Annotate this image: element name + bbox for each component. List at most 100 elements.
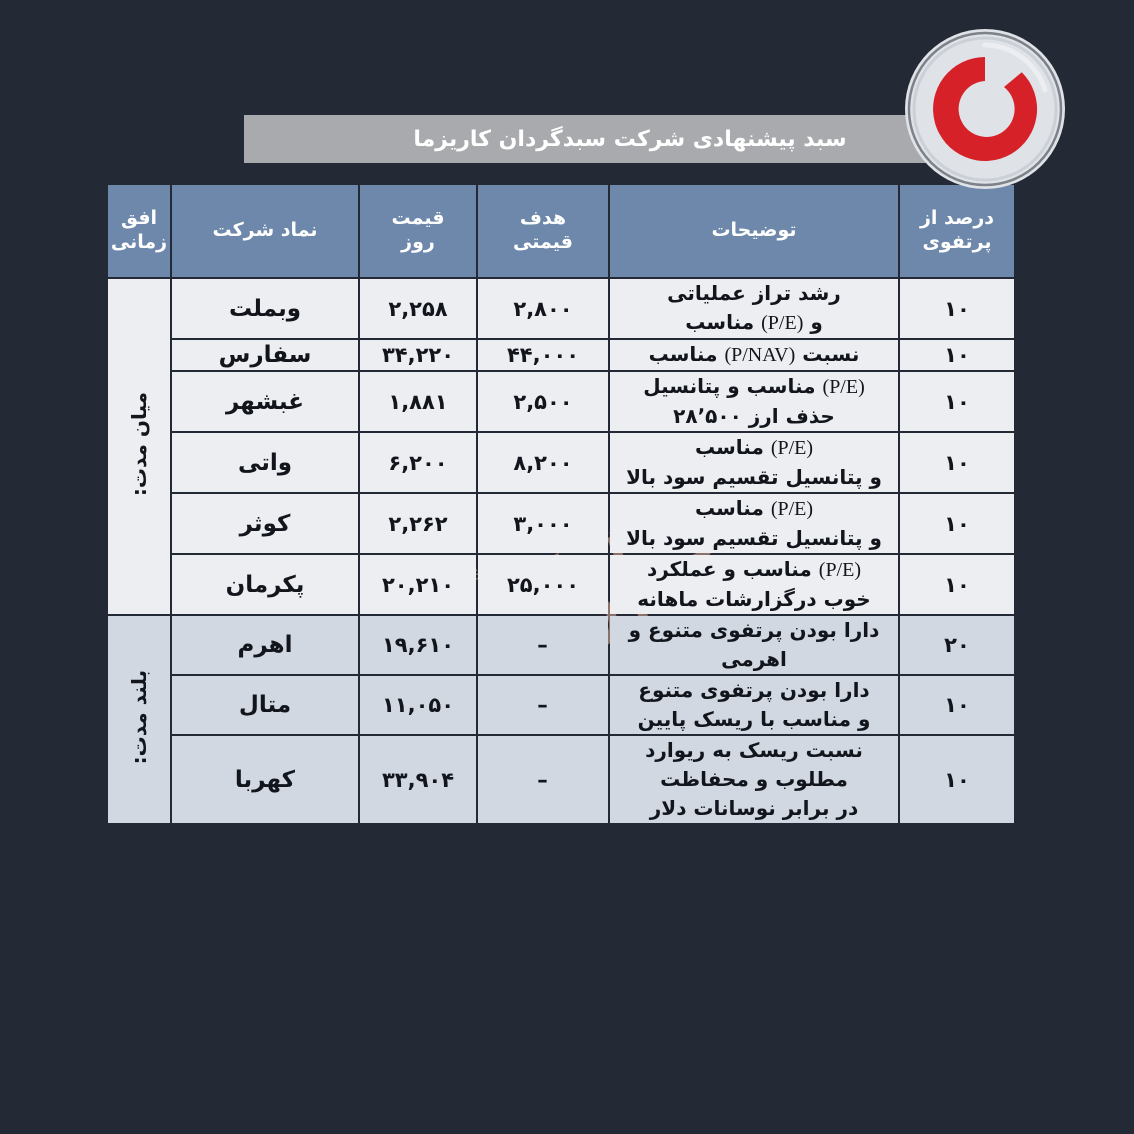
desc-line-1: دارا بودن پرتفوی متنوع bbox=[638, 678, 870, 702]
cell-percent: ۱۰ bbox=[900, 372, 1014, 431]
cell-day-price: ۲,۲۶۲ bbox=[360, 494, 476, 553]
col-header-horizon: افق زمانی bbox=[108, 185, 170, 277]
desc-line-2: (P/E) مناسب و پتانسیل bbox=[610, 372, 898, 402]
desc-line-2: (P/E) مناسب bbox=[610, 433, 898, 463]
cell-target-price: ۴۴,۰۰۰ bbox=[478, 340, 608, 370]
cell-day-price: ۶,۲۰۰ bbox=[360, 433, 476, 492]
table-row[interactable]: ۱۰ (P/E) مناسب و عملکرد خوب درگزارشات ما… bbox=[108, 555, 1014, 614]
col-header-target-l2: قیمتی bbox=[513, 231, 573, 253]
desc-post: مناسب bbox=[648, 342, 718, 366]
cell-day-price: ۲۰,۲۱۰ bbox=[360, 555, 476, 614]
cell-target-price: – bbox=[478, 616, 608, 674]
report-title-bar: سبد پیشنهادی شرکت سبدگردان کاریزما bbox=[244, 115, 1016, 163]
col-header-day-price: قیمت روز bbox=[360, 185, 476, 277]
desc-line-2: و (P/E) مناسب bbox=[610, 308, 898, 338]
cell-symbol: وبملت bbox=[172, 279, 358, 338]
desc-ratio-token: (P/E) bbox=[818, 559, 862, 581]
desc-post: مناسب bbox=[685, 310, 755, 334]
desc-line-3: و مناسب با ریسک پایین bbox=[637, 707, 871, 731]
desc-pre: و bbox=[810, 310, 823, 334]
desc-line-3: اهرمی bbox=[721, 647, 787, 671]
horizon-label-mid: میان مدت: bbox=[127, 392, 151, 497]
col-header-horizon-l1: افق bbox=[120, 207, 158, 230]
table-body: ۱۰ رشد تراز عملیاتی و (P/E) مناسب ۲,۸۰۰ … bbox=[108, 279, 1014, 823]
cell-target-price: ۲۵,۰۰۰ bbox=[478, 555, 608, 614]
cell-symbol: غبشهر bbox=[172, 372, 358, 431]
col-header-description: توضیحات bbox=[610, 185, 898, 277]
desc-line-3: و پتانسیل تقسیم سود بالا bbox=[626, 526, 882, 550]
cell-day-price: ۱,۸۸۱ bbox=[360, 372, 476, 431]
portfolio-table: درصد از پرتفوی توضیحات هدف قیمتی قیمت رو… bbox=[106, 183, 1016, 825]
cell-description: (P/E) مناسب و پتانسیل حذف ارز ۲۸٬۵۰۰ bbox=[610, 372, 898, 431]
logo-brush-arc bbox=[982, 42, 1048, 93]
cell-description: (P/E) مناسب و پتانسیل تقسیم سود بالا bbox=[610, 433, 898, 492]
cell-symbol: کوثر bbox=[172, 494, 358, 553]
cell-symbol: اهرم bbox=[172, 616, 358, 674]
desc-ratio-token: (P/NAV) bbox=[724, 344, 796, 366]
col-header-percent: درصد از پرتفوی bbox=[900, 185, 1014, 277]
col-header-day-l2: روز bbox=[401, 231, 435, 253]
cell-symbol: پکرمان bbox=[172, 555, 358, 614]
desc-line-2: نسبت (P/NAV) مناسب bbox=[610, 340, 898, 370]
table-row[interactable]: ۱۰ نسبت (P/NAV) مناسب ۴۴,۰۰۰ ۳۴,۲۲۰ سفار… bbox=[108, 340, 1014, 370]
desc-line-3: مطلوب و محفاظت bbox=[660, 767, 848, 791]
desc-line-1: نسبت ریسک به ریوارد bbox=[645, 738, 863, 762]
table-row[interactable]: ۱۰ رشد تراز عملیاتی و (P/E) مناسب ۲,۸۰۰ … bbox=[108, 279, 1014, 614]
portfolio-table-wrap: درصد از پرتفوی توضیحات هدف قیمتی قیمت رو… bbox=[108, 183, 1016, 825]
cell-description: (P/E) مناسب و پتانسیل تقسیم سود بالا bbox=[610, 494, 898, 553]
cell-target-price: – bbox=[478, 676, 608, 734]
cell-description: نسبت ریسک به ریوارد مطلوب و محفاظت در بر… bbox=[610, 736, 898, 823]
desc-line-2: (P/E) مناسب و عملکرد bbox=[610, 555, 898, 585]
col-header-horizon-l2: زمانی bbox=[110, 231, 168, 253]
col-header-target-l1: هدف bbox=[519, 207, 567, 230]
header-row: درصد از پرتفوی توضیحات هدف قیمتی قیمت رو… bbox=[108, 185, 1014, 277]
cell-percent: ۲۰ bbox=[900, 616, 1014, 674]
col-header-percent-l2: پرتفوی bbox=[922, 231, 992, 253]
cell-percent: ۱۰ bbox=[900, 279, 1014, 338]
cell-description: (P/E) مناسب و عملکرد خوب درگزارشات ماهان… bbox=[610, 555, 898, 614]
cell-horizon-long: بلند مدت: bbox=[108, 616, 170, 823]
cell-target-price: – bbox=[478, 736, 608, 823]
cell-target-price: ۲,۸۰۰ bbox=[478, 279, 608, 338]
table-row[interactable]: ۱۰ نسبت ریسک به ریوارد مطلوب و محفاظت در… bbox=[108, 736, 1014, 823]
desc-ratio-token: (P/E) bbox=[770, 437, 814, 459]
desc-line-3: و پتانسیل تقسیم سود بالا bbox=[626, 465, 882, 489]
cell-percent: ۱۰ bbox=[900, 736, 1014, 823]
table-row[interactable]: ۱۰ (P/E) مناسب و پتانسیل تقسیم سود بالا … bbox=[108, 433, 1014, 492]
cell-symbol: واتی bbox=[172, 433, 358, 492]
desc-post: مناسب bbox=[694, 435, 764, 459]
cell-horizon-mid: میان مدت: bbox=[108, 279, 170, 614]
cell-day-price: ۳۳,۹۰۴ bbox=[360, 736, 476, 823]
col-header-target-price: هدف قیمتی bbox=[478, 185, 608, 277]
cell-day-price: ۲,۲۵۸ bbox=[360, 279, 476, 338]
logo-ring-outer bbox=[905, 29, 1065, 189]
desc-line-3: حذف ارز ۲۸٬۵۰۰ bbox=[673, 404, 835, 428]
table-row[interactable]: ۱۰ دارا بودن پرتفوی متنوع و مناسب با ریس… bbox=[108, 676, 1014, 734]
desc-line-1: رشد تراز عملیاتی bbox=[667, 281, 841, 305]
cell-percent: ۱۰ bbox=[900, 494, 1014, 553]
horizon-label-long: بلند مدت: bbox=[127, 670, 151, 765]
cell-day-price: ۳۴,۲۲۰ bbox=[360, 340, 476, 370]
cell-day-price: ۱۱,۰۵۰ bbox=[360, 676, 476, 734]
cell-percent: ۱۰ bbox=[900, 340, 1014, 370]
cell-target-price: ۳,۰۰۰ bbox=[478, 494, 608, 553]
desc-post: مناسب bbox=[694, 496, 764, 520]
table-row[interactable]: ۱۰ (P/E) مناسب و پتانسیل حذف ارز ۲۸٬۵۰۰ … bbox=[108, 372, 1014, 431]
logo-svg bbox=[905, 29, 1065, 189]
cell-target-price: ۲,۵۰۰ bbox=[478, 372, 608, 431]
desc-line-2: (P/E) مناسب bbox=[610, 494, 898, 524]
cell-target-price: ۸,۲۰۰ bbox=[478, 433, 608, 492]
desc-line-1: دارا بودن پرتفوی متنوع و bbox=[628, 618, 880, 642]
desc-ratio-token: (P/E) bbox=[822, 376, 865, 398]
cell-description: دارا بودن پرتفوی متنوع و اهرمی bbox=[610, 616, 898, 674]
cell-percent: ۱۰ bbox=[900, 676, 1014, 734]
table-row[interactable]: ۱۰ (P/E) مناسب و پتانسیل تقسیم سود بالا … bbox=[108, 494, 1014, 553]
cell-symbol: متال bbox=[172, 676, 358, 734]
table-row[interactable]: ۲۰ دارا بودن پرتفوی متنوع و اهرمی – ۱۹,۶… bbox=[108, 616, 1014, 823]
cell-description: دارا بودن پرتفوی متنوع و مناسب با ریسک پ… bbox=[610, 676, 898, 734]
desc-post: مناسب و عملکرد bbox=[646, 557, 812, 581]
desc-post: مناسب و پتانسیل bbox=[643, 374, 816, 398]
desc-pre: نسبت bbox=[802, 342, 860, 366]
desc-ratio-token: (P/E) bbox=[761, 312, 804, 334]
col-header-percent-l1: درصد از bbox=[919, 207, 995, 230]
